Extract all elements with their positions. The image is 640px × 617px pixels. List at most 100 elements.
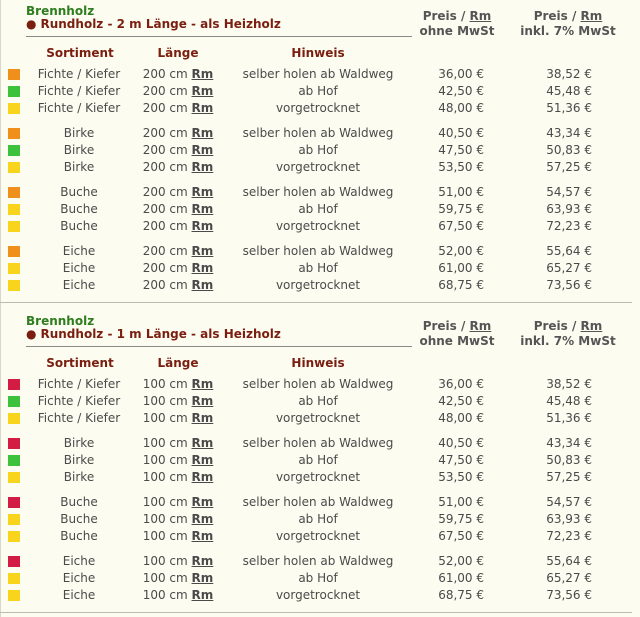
cell-hinweis: vorgetrocknet — [275, 219, 361, 233]
laenge-value: 200 cm — [142, 160, 188, 174]
cell-price-net: 59,75 € — [438, 202, 484, 216]
unit-link-rm[interactable]: Rm — [191, 470, 214, 484]
status-square-icon — [8, 263, 20, 274]
cell-sortiment: Fichte / Kiefer — [37, 101, 121, 115]
cell-sortiment: Fichte / Kiefer — [37, 84, 121, 98]
price-header-sub: ohne MwSt — [419, 334, 495, 348]
unit-link-rm[interactable]: Rm — [191, 84, 214, 98]
unit-link-rm[interactable]: Rm — [191, 554, 214, 568]
status-square-icon — [8, 497, 20, 508]
cell-laenge: 200 cm Rm — [136, 218, 220, 235]
unit-link-rm[interactable]: Rm — [191, 278, 214, 292]
cell-hinweis: selber holen ab Waldweg — [242, 436, 394, 450]
status-square-icon — [8, 145, 20, 156]
laenge-value: 100 cm — [142, 571, 188, 585]
status-square-icon — [8, 514, 20, 525]
cell-laenge: 100 cm Rm — [136, 410, 220, 427]
unit-link-rm[interactable]: Rm — [469, 319, 492, 333]
laenge-value: 100 cm — [142, 554, 188, 568]
cell-price-gross: 57,25 € — [546, 470, 592, 484]
status-square-icon — [8, 573, 20, 584]
unit-link-rm[interactable]: Rm — [191, 453, 214, 467]
unit-link-rm[interactable]: Rm — [191, 411, 214, 425]
unit-link-rm[interactable]: Rm — [191, 143, 214, 157]
cell-price-net: 42,50 € — [438, 84, 484, 98]
cell-price-gross: 51,36 € — [546, 411, 592, 425]
unit-link-rm[interactable]: Rm — [191, 529, 214, 543]
unit-link-rm[interactable]: Rm — [191, 67, 214, 81]
category-title: Brennholz — [26, 4, 95, 18]
cell-sortiment: Buche — [60, 529, 98, 543]
category-title: Brennholz — [26, 314, 95, 328]
cell-price-net: 53,50 € — [438, 160, 484, 174]
price-header-label: Preis / — [533, 9, 581, 23]
table-row: Buche 200 cm Rm vorgetrocknet 67,50 € 72,23 … — [0, 218, 640, 235]
status-square-icon — [8, 103, 20, 114]
unit-link-rm[interactable]: Rm — [191, 261, 214, 275]
subtitle-underline — [26, 346, 412, 347]
status-square-icon — [8, 396, 20, 407]
unit-link-rm[interactable]: Rm — [191, 160, 214, 174]
table-row: Buche 100 cm Rm ab Hof 59,75 € 63,93 € — [0, 511, 640, 528]
laenge-value: 200 cm — [142, 219, 188, 233]
cell-laenge: 200 cm Rm — [136, 100, 220, 117]
table-row: Fichte / Kiefer 200 cm Rm vorgetrocknet 48,… — [0, 100, 640, 117]
cell-price-gross: 55,64 € — [546, 554, 592, 568]
unit-link-rm[interactable]: Rm — [191, 436, 214, 450]
cell-sortiment: Eiche — [62, 554, 96, 568]
table-row: Eiche 100 cm Rm vorgetrocknet 68,75 € 73,56 … — [0, 587, 640, 604]
laenge-value: 100 cm — [142, 377, 188, 391]
unit-link-rm[interactable]: Rm — [191, 512, 214, 526]
unit-link-rm[interactable]: Rm — [580, 319, 603, 333]
laenge-value: 200 cm — [142, 84, 188, 98]
cell-laenge: 200 cm Rm — [136, 277, 220, 294]
cell-laenge: 200 cm Rm — [136, 201, 220, 218]
unit-link-rm[interactable]: Rm — [191, 588, 214, 602]
cell-hinweis: selber holen ab Waldweg — [242, 185, 394, 199]
cell-hinweis: selber holen ab Waldweg — [242, 554, 394, 568]
laenge-value: 200 cm — [142, 101, 188, 115]
cell-hinweis: selber holen ab Waldweg — [242, 67, 394, 81]
cell-laenge: 200 cm Rm — [136, 260, 220, 277]
cell-price-gross: 54,57 € — [546, 185, 592, 199]
unit-link-rm[interactable]: Rm — [580, 9, 603, 23]
cell-price-gross: 50,83 € — [546, 453, 592, 467]
unit-link-rm[interactable]: Rm — [191, 202, 214, 216]
col-header-hinweis: Hinweis — [291, 46, 345, 60]
cell-sortiment: Birke — [63, 143, 95, 157]
unit-link-rm[interactable]: Rm — [191, 101, 214, 115]
left-border — [0, 0, 1, 617]
cell-price-gross: 45,48 € — [546, 84, 592, 98]
unit-link-rm[interactable]: Rm — [191, 495, 214, 509]
unit-link-rm[interactable]: Rm — [191, 126, 214, 140]
cell-sortiment: Eiche — [62, 244, 96, 258]
cell-hinweis: selber holen ab Waldweg — [242, 377, 394, 391]
laenge-value: 200 cm — [142, 261, 188, 275]
col-header-sortiment: Sortiment — [46, 46, 114, 60]
table-row: Buche 200 cm Rm selber holen ab Waldweg 51,… — [0, 184, 640, 201]
price-header-label: Preis / — [422, 319, 470, 333]
unit-link-rm[interactable]: Rm — [191, 377, 214, 391]
table-row: Fichte / Kiefer 200 cm Rm selber holen ab … — [0, 66, 640, 83]
price-header-label: Preis / — [422, 9, 470, 23]
unit-link-rm[interactable]: Rm — [191, 185, 214, 199]
cell-price-gross: 45,48 € — [546, 394, 592, 408]
laenge-value: 100 cm — [142, 512, 188, 526]
unit-link-rm[interactable]: Rm — [191, 394, 214, 408]
cell-price-gross: 43,34 € — [546, 126, 592, 140]
cell-price-net: 36,00 € — [438, 377, 484, 391]
unit-link-rm[interactable]: Rm — [191, 571, 214, 585]
unit-link-rm[interactable]: Rm — [191, 244, 214, 258]
cell-hinweis: ab Hof — [298, 512, 338, 526]
status-square-icon — [8, 455, 20, 466]
status-square-icon — [8, 187, 20, 198]
unit-link-rm[interactable]: Rm — [191, 219, 214, 233]
cell-laenge: 100 cm Rm — [136, 435, 220, 452]
cell-price-net: 61,00 € — [438, 261, 484, 275]
table-row: Buche 200 cm Rm ab Hof 59,75 € 63,93 € — [0, 201, 640, 218]
status-square-icon — [8, 438, 20, 449]
table-row: Eiche 200 cm Rm vorgetrocknet 68,75 € 73,56 … — [0, 277, 640, 294]
unit-link-rm[interactable]: Rm — [469, 9, 492, 23]
laenge-value: 100 cm — [142, 470, 188, 484]
laenge-value: 100 cm — [142, 394, 188, 408]
